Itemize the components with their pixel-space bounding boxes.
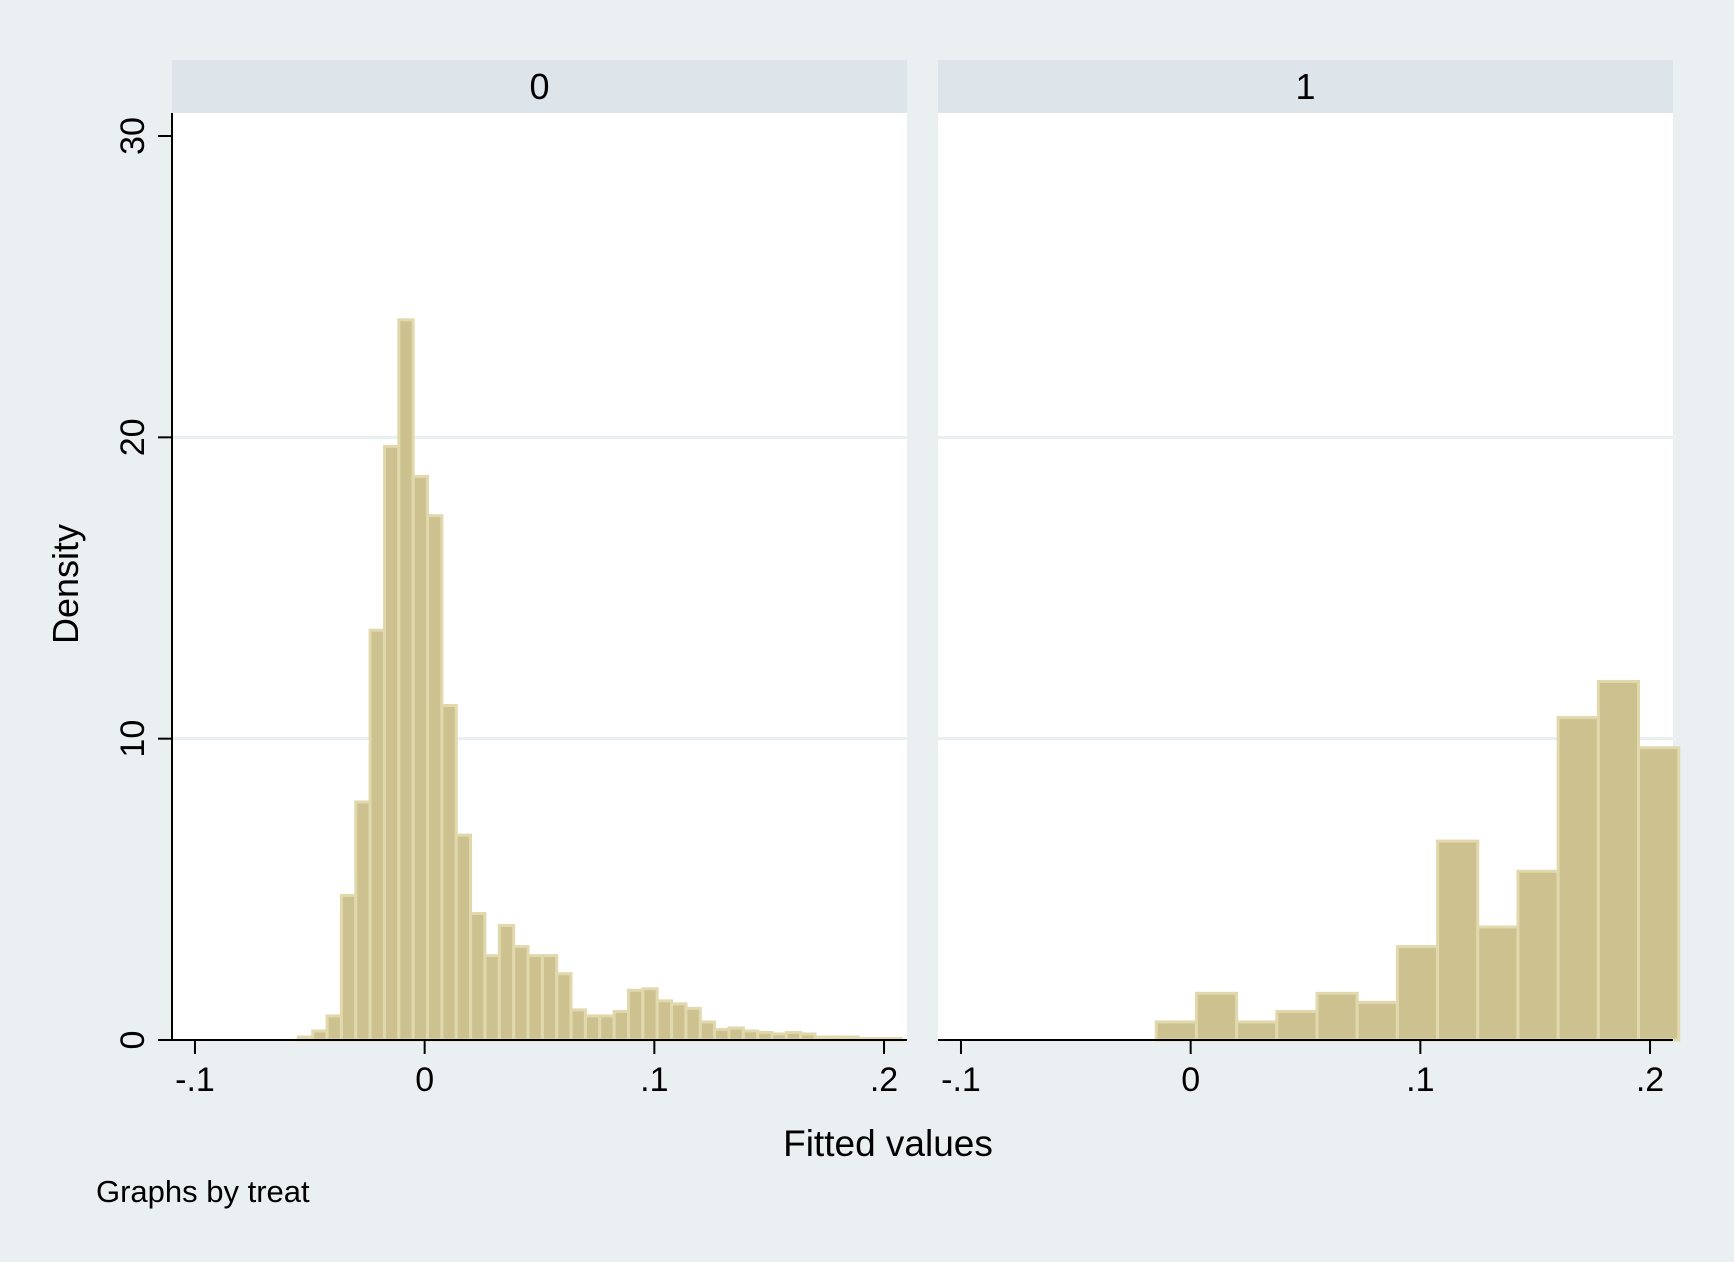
histogram-bar	[1596, 679, 1641, 1042]
histogram-bar	[1436, 839, 1480, 1042]
y-tick-label: 20	[114, 418, 152, 456]
histogram-bar	[1235, 1020, 1279, 1042]
histogram-bar	[339, 893, 358, 1042]
histogram-bar	[627, 988, 645, 1042]
histogram-bar	[1275, 1009, 1319, 1042]
x-tick-label: .2	[1636, 1061, 1664, 1099]
histogram-bar	[583, 1014, 602, 1042]
histogram-bar	[426, 514, 444, 1042]
plot-area	[172, 113, 907, 1040]
histogram-bar	[1154, 1020, 1198, 1042]
histogram-bar	[670, 1002, 688, 1042]
histogram-bar	[713, 1027, 731, 1042]
histogram-bar	[612, 1009, 631, 1042]
x-tick-label: .1	[640, 1061, 668, 1099]
x-tick-label: .2	[870, 1061, 898, 1099]
y-axis-label: Density	[45, 524, 86, 644]
histogram-bar	[512, 945, 530, 1042]
y-tick-label: 10	[114, 720, 152, 758]
histogram-bar	[741, 1029, 760, 1042]
panels: 0 -.1 0 .1 .2 0 10 20 30 1 -.1 0 .1 .2	[114, 60, 1681, 1099]
x-axis-label: Fitted values	[783, 1123, 993, 1164]
panel-header	[172, 60, 907, 113]
histogram-bar	[569, 1008, 587, 1042]
histogram-bar	[1355, 1000, 1399, 1042]
histogram-bar	[1476, 925, 1520, 1042]
histogram-bar	[756, 1030, 774, 1042]
histogram-bar	[1556, 716, 1600, 1042]
histogram-bar	[497, 923, 516, 1042]
panel-header	[938, 60, 1673, 113]
x-tick-label: .1	[1406, 1061, 1434, 1099]
histogram-bar	[784, 1030, 803, 1042]
histogram-bar	[598, 1014, 616, 1042]
x-tick-label: 0	[415, 1061, 434, 1099]
y-tick-label: 0	[114, 1031, 152, 1050]
x-tick-label: 0	[1181, 1061, 1200, 1099]
histogram-bar	[1194, 991, 1239, 1042]
histogram-bar	[411, 475, 430, 1042]
histogram-bar	[311, 1029, 329, 1042]
histogram-bar	[469, 911, 487, 1042]
histogram-bar	[454, 833, 473, 1042]
by-variable-note: Graphs by treat	[96, 1174, 310, 1209]
histogram-bar	[641, 987, 659, 1042]
panel-title: 1	[1295, 66, 1315, 107]
histogram-bar	[483, 954, 501, 1042]
histogram-bar	[382, 444, 401, 1042]
histogram-bar	[698, 1020, 717, 1042]
histogram-bar	[684, 1006, 702, 1042]
x-tick-label: -.1	[175, 1061, 215, 1099]
histogram-bar	[440, 704, 458, 1042]
histogram-bar	[325, 1014, 343, 1042]
histogram-bar	[655, 999, 674, 1042]
panel-1: 1 -.1 0 .1 .2	[938, 60, 1681, 1099]
histogram-bar	[1516, 869, 1560, 1042]
histogram-bar	[1637, 746, 1681, 1042]
panel-0: 0 -.1 0 .1 .2 0 10 20 30	[114, 60, 907, 1099]
histogram-bar	[1315, 991, 1359, 1042]
histogram-bar	[526, 954, 544, 1042]
histogram-bar	[354, 800, 372, 1042]
y-tick-label: 30	[114, 117, 152, 155]
panel-title: 0	[529, 66, 549, 107]
x-tick-label: -.1	[941, 1061, 981, 1099]
histogram-bar	[540, 954, 559, 1042]
histogram-bar	[368, 628, 386, 1042]
histogram-bar	[1395, 945, 1440, 1042]
histogram-bar	[727, 1026, 745, 1042]
histogram-bar	[555, 972, 573, 1042]
histogram-bar	[397, 318, 415, 1042]
